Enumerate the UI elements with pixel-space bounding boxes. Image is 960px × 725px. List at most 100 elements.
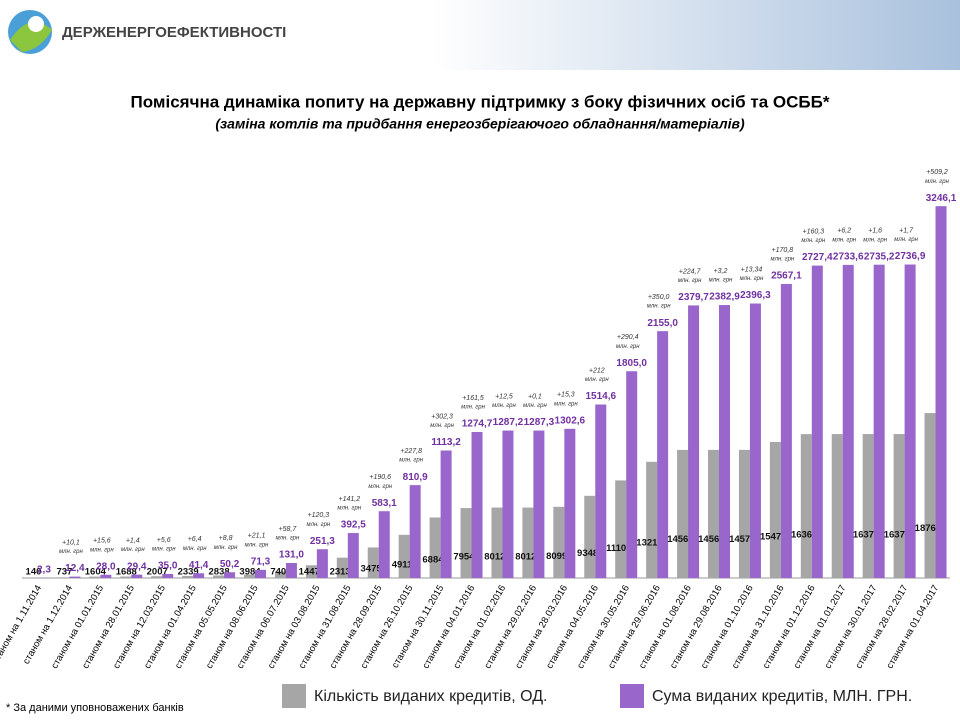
increment-unit: млн. грн [709,278,733,284]
increment-unit: млн. грн [832,237,856,243]
increment-label: +5,6 [157,537,171,544]
increment-label: +350,0 [648,294,670,301]
increment-label: +1,7 [899,227,914,234]
legend-label: Сума виданих кредитів, МЛН. ГРН. [652,688,912,705]
increment-unit: млн. грн [678,278,702,284]
increment-unit: млн. грн [368,484,392,490]
bar [502,431,513,578]
increment-label: +1,4 [126,537,140,544]
increment-unit: млн. грн [245,542,269,548]
increment-label: +509,2 [926,169,948,176]
increment-unit: млн. грн [59,549,83,555]
increment-label: +8,8 [219,535,233,542]
sum-label: 583,1 [372,498,397,509]
sum-label: 2733,6 [833,252,864,263]
increment-label: +6,2 [837,228,851,235]
footnote: * За даними уповноважених банків [6,702,184,714]
increment-unit: млн. грн [925,179,949,185]
increment-unit: млн. грн [740,276,764,282]
bar [770,442,781,578]
bar [595,405,606,578]
increment-unit: млн. грн [121,547,145,553]
bar [379,511,390,578]
increment-label: +141,2 [338,496,360,503]
increment-unit: млн. грн [492,403,516,409]
bar [677,450,688,578]
sum-label: 41,4 [189,560,209,571]
increment-label: +6,4 [188,536,202,543]
bar [193,573,204,578]
logo [8,10,52,54]
bar [410,485,421,578]
bar [491,508,502,578]
bar [615,480,626,578]
increment-label: +1,6 [868,228,882,235]
increment-unit: млн. грн [276,536,300,542]
increment-label: +302,3 [431,413,453,420]
increment-unit: млн. грн [461,405,485,411]
sum-label: 1514,6 [585,391,616,402]
increment-label: +160,3 [802,228,824,235]
bar [224,572,235,578]
increment-unit: млн. грн [616,344,640,350]
legend-swatch [620,684,644,708]
increment-label: +3,2 [714,268,728,275]
sum-label: 71,3 [251,556,271,567]
bar [584,496,595,578]
chart-subtitle: (заміна котлів та придбання енергозберіг… [215,116,745,132]
sum-label: 50,2 [220,559,240,570]
bar [399,535,410,578]
increment-unit: млн. грн [863,237,887,243]
bar [533,431,544,578]
legend-label: Кількість виданих кредитів, ОД. [314,688,547,705]
increment-unit: млн. грн [152,547,176,553]
increment-label: +161,5 [462,395,484,402]
sum-label: 2735,2 [864,251,895,262]
increment-label: +10,1 [62,539,80,546]
increment-label: +120,3 [308,512,330,519]
sum-label: 2736,9 [895,251,926,262]
sum-label: 2727,4 [802,252,833,263]
brand: ДЕРЖЕНЕРГОЕФЕКТИВНОСТІ [62,24,286,41]
sum-label: 29,4 [127,561,147,572]
increment-label: +21,1 [248,533,266,540]
sum-label: 2396,3 [740,290,771,301]
increment-label: +15,6 [93,538,111,545]
increment-label: +227,8 [400,448,422,455]
bar [646,462,657,578]
sum-label: 1274,7 [462,419,493,430]
bar [69,577,80,578]
legend-swatch [282,684,306,708]
bar [162,574,173,578]
sum-label: 2155,0 [647,318,678,329]
bar [812,266,823,578]
increment-unit: млн. грн [523,403,547,409]
bar [708,450,719,578]
sum-label: 392,5 [341,520,366,531]
bar [461,508,472,578]
sum-label: 12,4 [65,563,85,574]
increment-label: +190,6 [369,474,391,481]
bar [801,434,812,578]
increment-unit: млн. грн [214,545,238,551]
increment-unit: млн. грн [306,522,330,528]
bar [553,507,564,578]
increment-label: +0,1 [528,393,542,400]
increment-label: +170,8 [772,247,794,254]
sum-label: 2379,7 [678,292,709,303]
bar [348,533,359,578]
increment-unit: млн. грн [801,238,825,244]
increment-unit: млн. грн [399,458,423,464]
increment-unit: млн. грн [430,423,454,429]
increment-label: +212 [589,367,605,374]
increment-unit: млн. грн [337,506,361,512]
sum-label: 131,0 [279,550,304,561]
sum-label: 1287,3 [524,417,555,428]
sum-label: 35,0 [158,561,178,572]
increment-label: +13,34 [741,266,763,273]
sum-label: 1287,2 [493,417,524,428]
chart-title: Помісячна динаміка попиту на державну пі… [131,92,830,111]
sum-label: 3246,1 [926,193,957,204]
sum-label: 1113,2 [431,437,461,448]
bar [863,434,874,578]
